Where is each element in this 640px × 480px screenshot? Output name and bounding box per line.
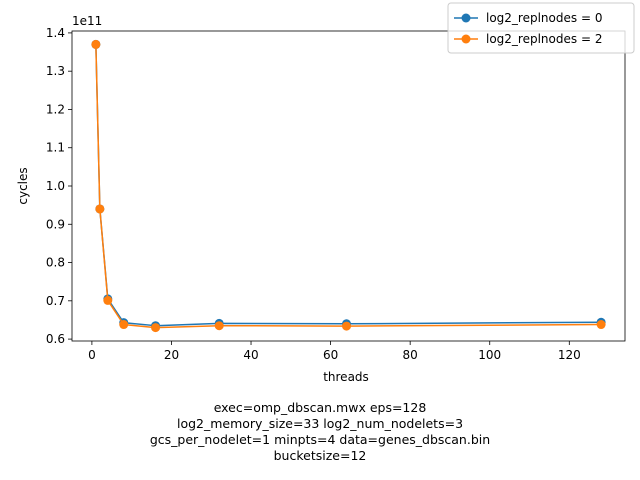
- legend-marker: [461, 34, 471, 44]
- x-tick-label: 80: [403, 348, 418, 362]
- data-point: [95, 204, 105, 214]
- data-point: [214, 321, 224, 331]
- caption-line-1: exec=omp_dbscan.mwx eps=128: [213, 400, 427, 415]
- x-tick-label: 60: [323, 348, 338, 362]
- x-tick-label: 100: [478, 348, 501, 362]
- series-group: [91, 39, 606, 333]
- y-axis-label: cycles: [16, 167, 30, 204]
- x-tick-label: 120: [558, 348, 581, 362]
- series-1: [91, 39, 606, 333]
- x-axis-label: threads: [323, 370, 369, 384]
- y-tick-label: 1.3: [46, 64, 65, 78]
- plot-frame: [71, 30, 626, 342]
- plot-area: [72, 31, 625, 341]
- x-tick-label: 20: [164, 348, 179, 362]
- data-point: [596, 320, 606, 330]
- y-axis-ticks: 0.6 0.7 0.8 0.9 1.0 1.1 1.2 1.3 1.4: [46, 26, 72, 346]
- y-tick-label: 1.2: [46, 102, 65, 116]
- y-tick-label: 0.6: [46, 332, 65, 346]
- y-tick-label: 1.4: [46, 26, 65, 40]
- y-offset-label: 1e11: [72, 14, 102, 28]
- y-tick-label: 0.7: [46, 294, 65, 308]
- caption: exec=omp_dbscan.mwx eps=128 log2_memory_…: [0, 400, 640, 464]
- x-axis-ticks: 0 20 40 60 80 100 120: [88, 341, 581, 362]
- y-tick-label: 0.8: [46, 256, 65, 270]
- caption-line-2: log2_memory_size=33 log2_num_nodelets=3: [176, 416, 464, 431]
- data-point: [342, 321, 352, 331]
- x-tick-label: 0: [88, 348, 96, 362]
- caption-line-4: bucketsize=12: [273, 448, 367, 463]
- data-point: [91, 39, 101, 49]
- series-line: [95, 44, 602, 329]
- legend: log2_replnodes = 0 log2_replnodes = 2: [447, 2, 635, 54]
- data-point: [151, 323, 161, 333]
- y-tick-label: 0.9: [46, 217, 65, 231]
- data-point: [119, 320, 129, 330]
- caption-line-3: gcs_per_nodelet=1 minpts=4 data=genes_db…: [149, 432, 491, 447]
- x-tick-label: 40: [243, 348, 258, 362]
- legend-box: [447, 2, 635, 54]
- legend-label: log2_replnodes = 2: [486, 32, 602, 46]
- y-tick-label: 1.1: [46, 141, 65, 155]
- y-tick-label: 1.0: [46, 179, 65, 193]
- legend-marker: [461, 13, 471, 23]
- legend-label: log2_replnodes = 0: [486, 11, 602, 25]
- data-point: [103, 295, 113, 305]
